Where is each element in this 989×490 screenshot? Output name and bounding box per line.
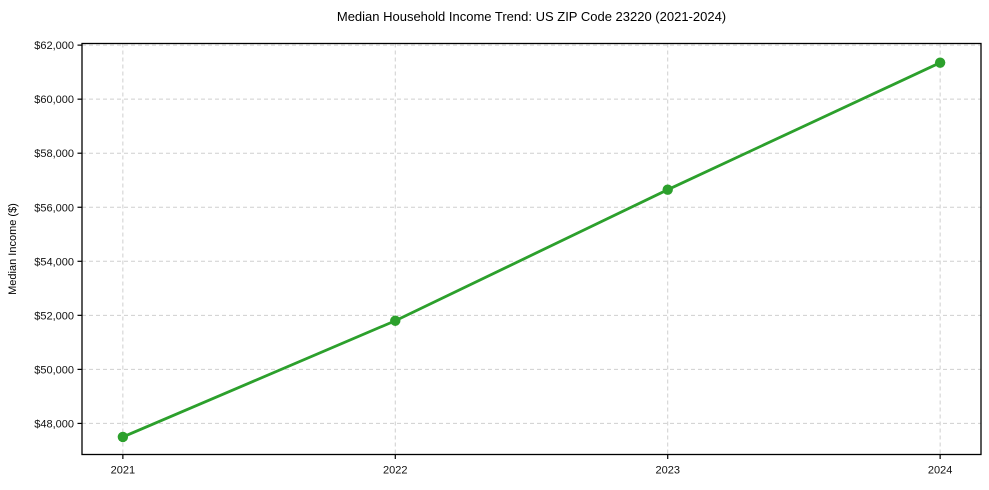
x-tick-label: 2022 bbox=[383, 465, 407, 477]
y-tick-label: $50,000 bbox=[34, 364, 74, 376]
income-trend-line bbox=[121, 61, 942, 439]
chart-title: Median Household Income Trend: US ZIP Co… bbox=[336, 9, 727, 24]
x-tick-label: 2023 bbox=[655, 465, 679, 477]
y-tick-label: $58,000 bbox=[34, 148, 74, 160]
y-tick-label: $62,000 bbox=[34, 40, 74, 52]
data-point bbox=[662, 184, 673, 195]
data-point bbox=[390, 315, 401, 326]
y-tick-label: $48,000 bbox=[34, 418, 74, 430]
data-point bbox=[934, 57, 946, 68]
x-tick-label: 2021 bbox=[111, 465, 135, 477]
y-tick-label: $56,000 bbox=[34, 202, 74, 214]
x-tick-label: 2024 bbox=[928, 465, 952, 477]
y-tick-label: $60,000 bbox=[34, 94, 74, 106]
plot-border bbox=[81, 42, 982, 456]
y-tick-label: $54,000 bbox=[34, 256, 74, 268]
data-point bbox=[117, 431, 129, 443]
y-tick-label: $52,000 bbox=[34, 310, 74, 322]
